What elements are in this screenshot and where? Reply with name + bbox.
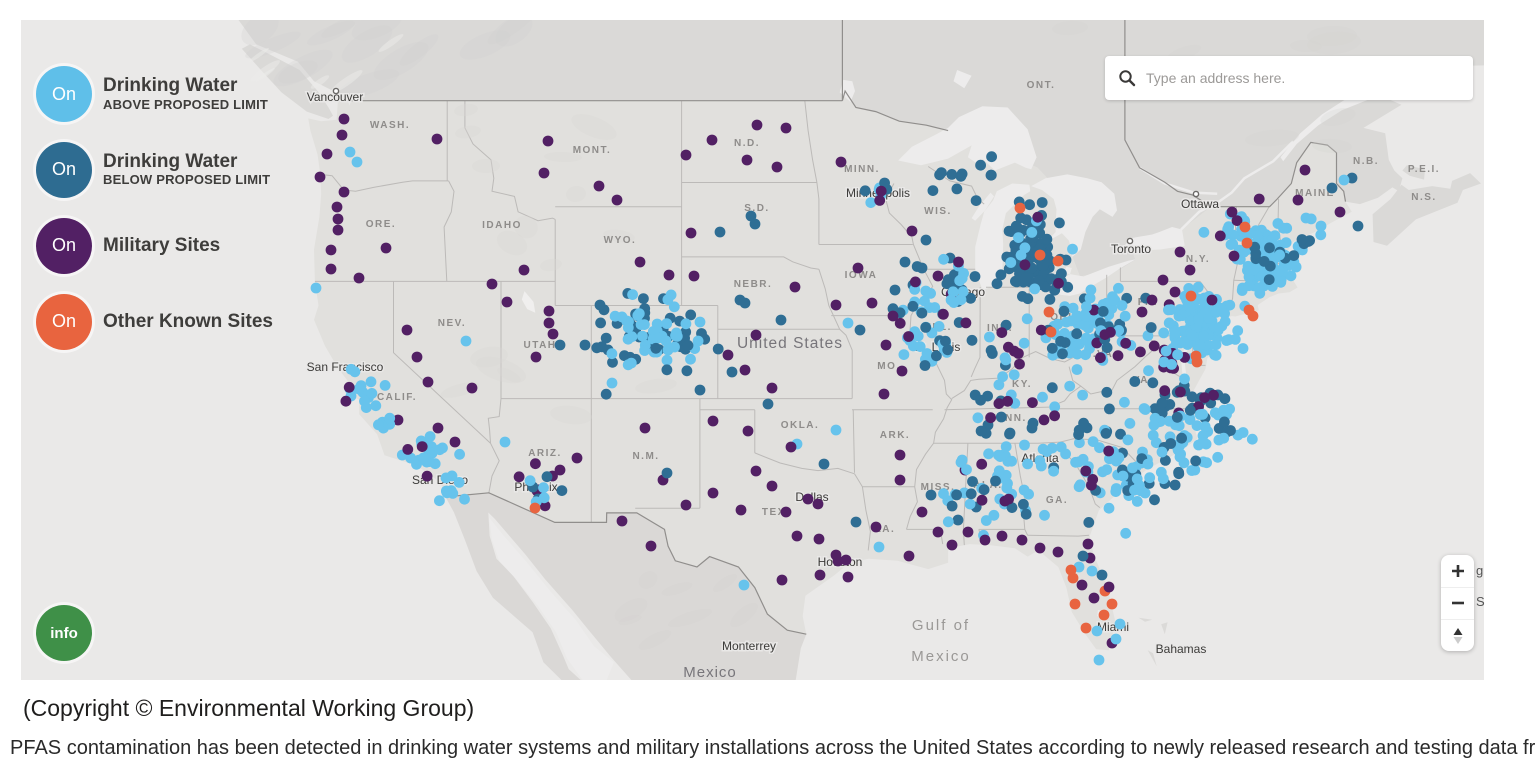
svg-text:N.B.: N.B. [1353,156,1379,167]
svg-text:TENN.: TENN. [989,413,1027,424]
svg-text:Vancouver: Vancouver [307,90,363,104]
svg-text:Mexico: Mexico [683,664,737,680]
svg-text:LA.: LA. [875,524,896,535]
svg-text:Mexico: Mexico [911,648,971,665]
svg-text:Ottawa: Ottawa [1181,197,1219,211]
svg-text:MONT.: MONT. [573,145,612,156]
svg-text:N.D.: N.D. [734,138,760,149]
svg-text:Gulf of: Gulf of [912,617,970,634]
svg-text:N.M.: N.M. [632,451,659,462]
svg-text:CALIF.: CALIF. [377,392,417,403]
svg-text:VA.: VA. [1133,375,1153,386]
svg-text:WYO.: WYO. [604,235,637,246]
svg-text:ARK.: ARK. [880,430,910,441]
svg-text:United States: United States [737,335,843,352]
svg-text:N.S.: N.S. [1411,192,1436,203]
svg-text:GA.: GA. [1046,495,1068,506]
svg-text:KY.: KY. [1012,379,1032,390]
svg-text:ARIZ.: ARIZ. [528,448,562,459]
svg-text:UTAH: UTAH [523,340,556,351]
svg-text:NEV.: NEV. [438,318,466,329]
svg-text:San Francisco: San Francisco [307,360,384,374]
svg-text:N.Y.: N.Y. [1186,254,1210,265]
svg-text:IDAHO: IDAHO [482,220,522,231]
svg-text:ONT.: ONT. [1027,80,1056,91]
svg-text:TEX.: TEX. [762,507,790,518]
svg-text:NEBR.: NEBR. [734,279,773,290]
svg-text:Bahamas: Bahamas [1156,642,1207,656]
svg-text:WASH.: WASH. [370,120,410,131]
svg-text:Monterrey: Monterrey [722,639,776,653]
svg-text:Toronto: Toronto [1111,242,1151,256]
svg-text:S.D.: S.D. [744,203,769,214]
svg-text:MAINE: MAINE [1295,188,1335,199]
svg-text:IOWA: IOWA [845,270,878,281]
svg-text:WIS.: WIS. [924,206,952,217]
svg-text:P.E.I.: P.E.I. [1408,164,1440,175]
svg-text:ORE.: ORE. [366,219,396,230]
svg-text:MINN.: MINN. [844,164,880,175]
svg-text:MO.: MO. [877,361,900,372]
svg-text:OKLA.: OKLA. [781,420,820,431]
svg-text:MISS.: MISS. [921,482,956,493]
